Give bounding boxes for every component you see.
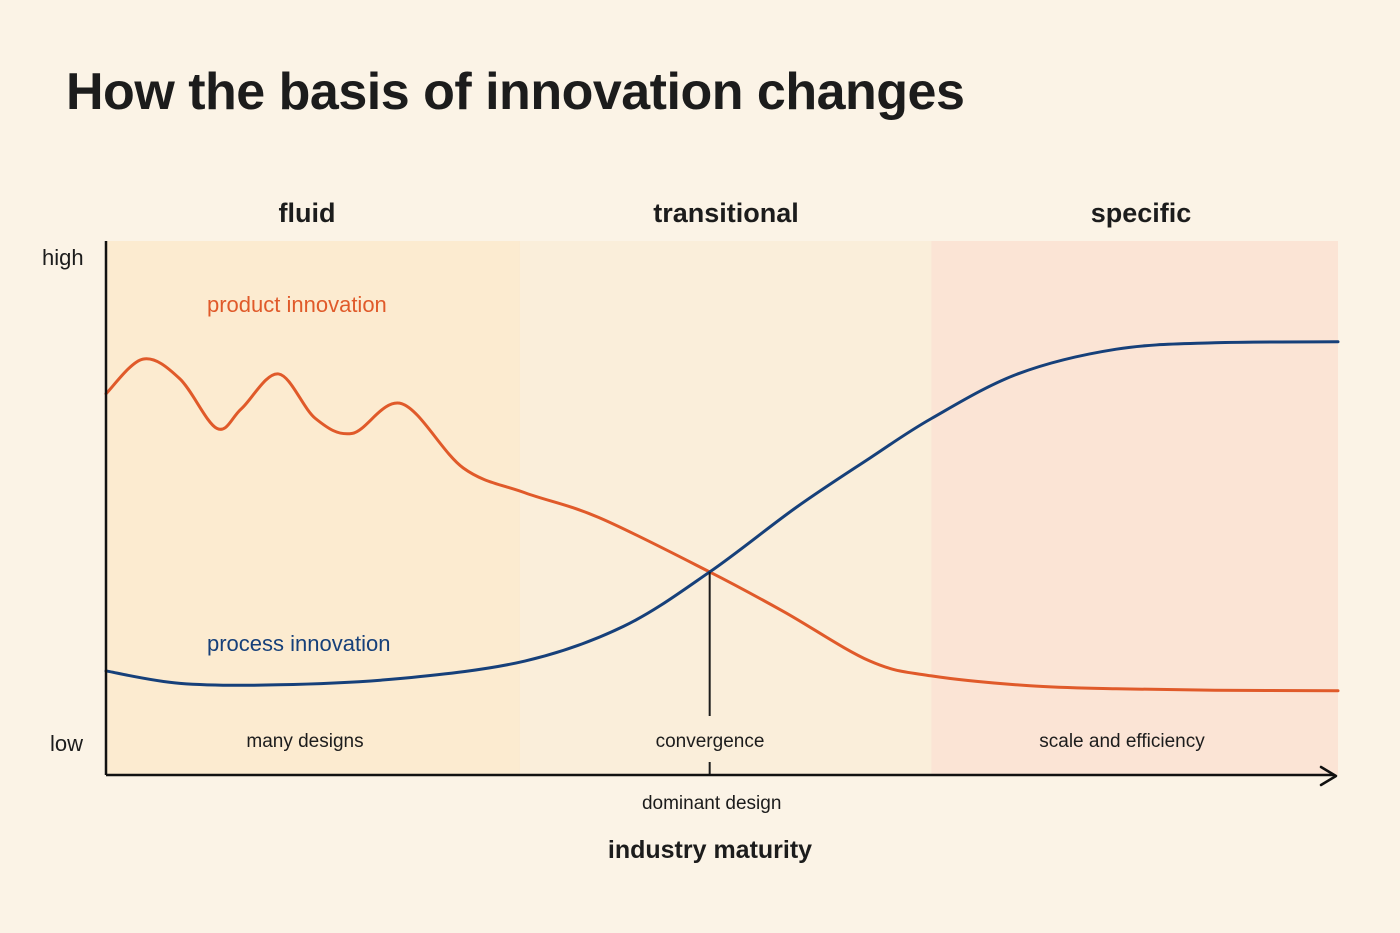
dominant-design-label: dominant design: [642, 793, 781, 814]
series-label-process: process innovation: [207, 631, 390, 656]
phase-note-scale-efficiency: scale and efficiency: [1039, 731, 1205, 752]
phase-note-many-designs: many designs: [246, 731, 363, 752]
phase-band-fluid: [106, 241, 520, 775]
phase-label-transitional: transitional: [653, 198, 799, 228]
phase-label-specific: specific: [1091, 198, 1192, 228]
phase-band-specific: [931, 241, 1338, 775]
series-line-product-innovation: [104, 357, 1340, 693]
phase-bands: [106, 241, 1338, 775]
phase-band-transitional: [519, 241, 932, 775]
phase-note-convergence: convergence: [656, 731, 765, 752]
x-axis-arrow-icon: [1319, 765, 1338, 787]
phase-label-fluid: fluid: [279, 198, 336, 228]
phase-labels: fluid transitional specific: [279, 198, 1192, 228]
chart-title: How the basis of innovation changes: [66, 63, 965, 121]
series-lines: [104, 340, 1340, 693]
x-axis-label: industry maturity: [608, 836, 812, 864]
y-tick-low: low: [50, 731, 83, 756]
series-line-process-innovation: [104, 340, 1340, 687]
phase-notes: many designs convergence scale and effic…: [246, 731, 1205, 752]
y-tick-high: high: [42, 245, 84, 270]
series-label-product: product innovation: [207, 292, 387, 317]
axes: [104, 241, 1338, 787]
